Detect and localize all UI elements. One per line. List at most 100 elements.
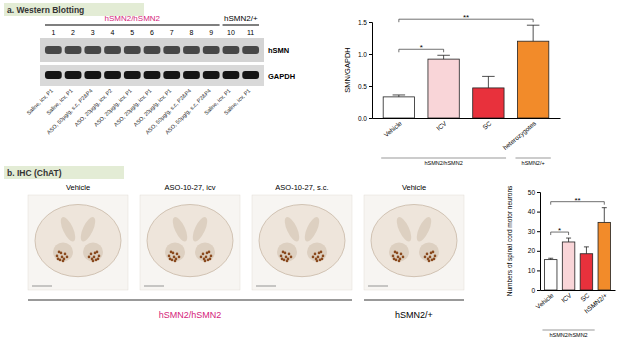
- motor-neuron-stain: [392, 255, 395, 258]
- ventral-horn: [83, 243, 103, 262]
- tick-mark: [369, 86, 372, 87]
- hsmn-band: [163, 46, 180, 54]
- y-tick: 20: [528, 247, 540, 254]
- tick-label: 0: [531, 287, 535, 294]
- gapdh-band: [144, 71, 161, 79]
- significance-label: *: [420, 43, 423, 52]
- motor-neuron-stain: [286, 260, 289, 263]
- ventral-horn: [195, 243, 215, 262]
- lane-label: ASO, 20μg/g, icv, P1: [113, 87, 153, 127]
- tick-mark: [537, 192, 540, 193]
- motor-neuron-stain: [314, 253, 317, 256]
- group-line: [515, 158, 550, 159]
- error-bar-cap: [584, 246, 589, 247]
- error-bar: [437, 55, 450, 59]
- motor-neuron-stain: [56, 255, 59, 258]
- tick-label: 0.0: [358, 115, 367, 122]
- motor-neuron-stain: [174, 260, 177, 263]
- x-tick: Vehicle: [534, 290, 555, 310]
- dorsal-horn: [170, 215, 190, 243]
- lane-number: 9: [209, 29, 213, 36]
- plot-area: [544, 208, 610, 290]
- tick-label: Vehicle: [534, 291, 555, 310]
- motor-neuron-stain: [173, 256, 176, 259]
- ventral-horn: [419, 243, 439, 262]
- lane-number: 8: [190, 29, 194, 36]
- group-label: hSMN2/hSMN2: [159, 310, 222, 320]
- motor-neuron-stain: [204, 260, 207, 263]
- y-axis-line: [369, 23, 373, 119]
- x-axis: VehicleICVSChSMN2/+: [534, 290, 615, 314]
- section-header: b. IHC (ChAT): [7, 168, 62, 178]
- lane-label: ASO, 20μg/g, icv, P1: [132, 87, 172, 127]
- error-bar: [602, 208, 607, 223]
- tick-mark: [369, 22, 372, 23]
- tick-label: 10: [528, 267, 536, 274]
- gapdh-band: [203, 71, 220, 79]
- y-axis: 01020304050: [528, 189, 541, 294]
- motor-neuron-stain: [178, 256, 181, 259]
- motor-neuron-stain: [202, 253, 205, 256]
- image-background: [252, 195, 352, 290]
- motor-neuron-stain: [92, 260, 95, 263]
- hsmn-band: [183, 46, 200, 54]
- error-bar-cap: [548, 258, 553, 259]
- figure: a. Western Blotting1Saline, icv, P12Sali…: [0, 0, 626, 361]
- x-tick: heterozygotes: [501, 118, 538, 152]
- group-line: [364, 300, 464, 301]
- group-label: hSMN2/+: [395, 310, 433, 320]
- motor-neuron-stain: [398, 260, 401, 263]
- y-tick: 1.0: [358, 51, 372, 58]
- lane-label: ASO, 20μg/g, icv, P1: [93, 87, 133, 127]
- bar: [598, 222, 611, 290]
- y-axis-title: Numbers of spinal cord motor neurons: [506, 185, 514, 296]
- tick-label: hSMN2/+: [583, 291, 609, 314]
- hsmn-band: [203, 46, 220, 54]
- motor-neuron-stain: [290, 256, 293, 259]
- error-bar: [393, 95, 406, 97]
- motor-neuron-stain: [426, 253, 429, 256]
- lane-number: 7: [170, 29, 174, 36]
- y-tick: 10: [528, 267, 540, 274]
- motor-neuron-stain: [97, 258, 100, 261]
- spinal-cord-section: [147, 205, 233, 277]
- lane-label: Saline, icv, P1: [223, 87, 252, 116]
- y-axis-title: SMN/GAPDH: [343, 47, 352, 92]
- band-label: hSMN: [268, 46, 289, 55]
- gapdh-band: [65, 71, 82, 79]
- dorsal-horn: [190, 215, 210, 243]
- error-bar-stem: [443, 55, 444, 59]
- lane-number: 6: [150, 29, 154, 36]
- motor-neuron-stain: [205, 256, 208, 259]
- lane-label: ASO, 20μg/g, icv, P2: [73, 87, 113, 127]
- x-axis-line: [541, 290, 616, 291]
- significance-label: *: [558, 226, 561, 235]
- motor-neuron-stain: [210, 255, 213, 258]
- motor-neuron-stain: [428, 260, 431, 263]
- tick-label: ICV: [560, 291, 573, 304]
- dorsal-horn: [282, 215, 302, 243]
- image-background: [364, 195, 464, 290]
- blot-strip: [40, 38, 264, 62]
- lane-number: 10: [227, 29, 235, 36]
- motor-neuron-stain: [169, 258, 172, 261]
- section-header-box: [4, 166, 124, 179]
- error-bar: [548, 258, 553, 259]
- motor-neuron-stain: [424, 256, 427, 259]
- blot-strip: [40, 65, 264, 86]
- scale-bar: [32, 286, 52, 287]
- motor-neuron-stain: [168, 255, 171, 258]
- motor-neuron-stain: [430, 252, 433, 255]
- tick-mark: [537, 231, 540, 232]
- motor-neuron-stain: [281, 258, 284, 261]
- motor-neuron-stain: [176, 253, 179, 256]
- bar: [428, 59, 459, 118]
- spinal-cord-section: [371, 205, 457, 277]
- group-label: hSMN2/hSMN2: [425, 160, 463, 166]
- motor-neuron-stain: [317, 256, 320, 259]
- significance-label: **: [463, 13, 469, 22]
- image-background: [140, 195, 240, 290]
- motor-neuron-stain: [402, 256, 405, 259]
- motor-neuron-stain: [397, 256, 400, 259]
- scale-bar: [256, 286, 276, 287]
